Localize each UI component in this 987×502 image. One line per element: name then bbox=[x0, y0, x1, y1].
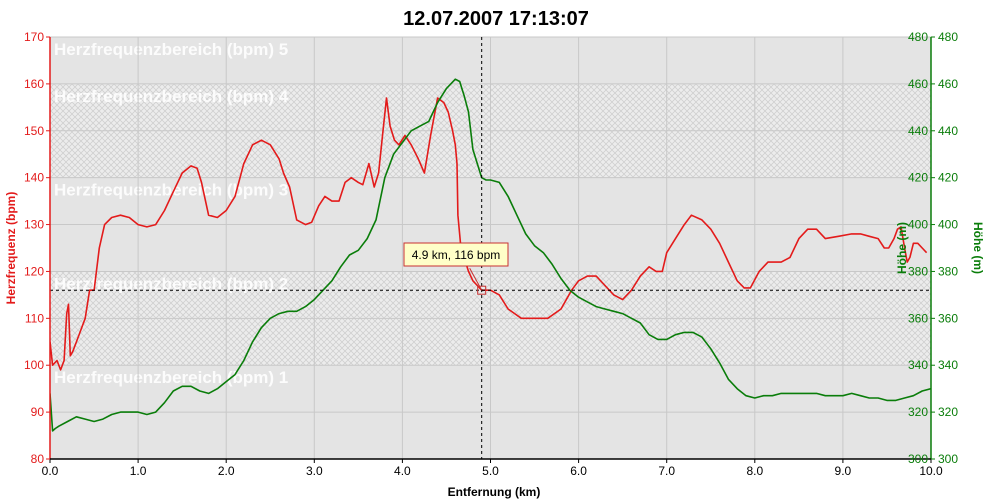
x-tick-label: 6.0 bbox=[570, 464, 587, 478]
y-right-tick-label-inner: 400 bbox=[908, 218, 928, 232]
y-right-tick-label-inner: 480 bbox=[908, 30, 928, 44]
tooltip: 4.9 km, 116 bpm bbox=[403, 242, 509, 267]
zone-label: Herzfrequenzbereich (bpm) 3 bbox=[54, 181, 288, 200]
x-axis-label: Entfernung (km) bbox=[448, 485, 541, 499]
y-left-tick-label: 110 bbox=[25, 311, 44, 325]
y-left-tick-label: 150 bbox=[24, 124, 44, 138]
y-right-tick-label-inner: 440 bbox=[908, 124, 928, 138]
y-right-tick-label-inner: 460 bbox=[908, 77, 928, 91]
altitude-line bbox=[50, 78, 931, 432]
y-right-tick-label-inner: 360 bbox=[908, 311, 928, 325]
zone-label: Herzfrequenzbereich (bpm) 5 bbox=[54, 40, 288, 59]
x-tick-label: 5.0 bbox=[482, 464, 499, 478]
x-tick-label: 7.0 bbox=[658, 464, 675, 478]
x-tick-label: 10.0 bbox=[919, 464, 943, 478]
x-tick-label: 3.0 bbox=[306, 464, 323, 478]
series-layer bbox=[50, 78, 931, 432]
y-left-tick-label: 90 bbox=[31, 405, 45, 419]
crosshair-marker bbox=[477, 285, 487, 295]
y-right-tick-label: 340 bbox=[938, 358, 958, 372]
x-tick-label: 0.0 bbox=[42, 464, 59, 478]
y-left-tick-label: 120 bbox=[24, 264, 44, 278]
chart-title: 12.07.2007 17:13:07 bbox=[403, 8, 589, 30]
y-right-tick-label-inner: 420 bbox=[908, 171, 928, 185]
y-left-tick-label: 170 bbox=[24, 30, 44, 44]
y-axis-right-label: Höhe (m) bbox=[971, 222, 985, 274]
y-left-tick-label: 160 bbox=[24, 77, 44, 91]
y-left-tick-label: 140 bbox=[24, 171, 44, 185]
x-tick-label: 1.0 bbox=[130, 464, 147, 478]
y-right-tick-label: 400 bbox=[938, 218, 958, 232]
y-right-tick-label: 320 bbox=[938, 405, 958, 419]
y-axis-right-label-inner: Höhe (m) bbox=[895, 222, 909, 274]
zone-label: Herzfrequenzbereich (bpm) 1 bbox=[54, 368, 288, 387]
y-left-tick-label: 80 bbox=[31, 452, 45, 466]
y-right-tick-label-inner: 340 bbox=[908, 358, 928, 372]
y-left-tick-label: 100 bbox=[24, 358, 44, 372]
y-right-tick-label: 460 bbox=[938, 77, 958, 91]
tooltip-box bbox=[403, 242, 509, 267]
x-tick-label: 4.0 bbox=[394, 464, 411, 478]
tooltip-text: 4.9 km, 116 bpm bbox=[412, 248, 501, 262]
y-right-tick-label: 360 bbox=[938, 311, 958, 325]
tooltip-pointer bbox=[469, 267, 483, 291]
y-right-tick-label-inner: 300 bbox=[908, 452, 928, 466]
zone-label: Herzfrequenzbereich (bpm) 2 bbox=[54, 274, 288, 293]
y-right-tick-label: 420 bbox=[938, 171, 958, 185]
x-tick-label: 2.0 bbox=[218, 464, 235, 478]
y-right-tick-label-inner: 320 bbox=[908, 405, 928, 419]
y-right-tick-label: 480 bbox=[938, 30, 958, 44]
y-axis-left-label: Herzfrequenz (bpm) bbox=[4, 192, 18, 305]
zone-label: Herzfrequenzbereich (bpm) 4 bbox=[54, 87, 289, 106]
y-right-tick-label: 300 bbox=[938, 452, 958, 466]
x-tick-label: 9.0 bbox=[835, 464, 852, 478]
axes-layer: 0.0 1.0 2.0 3.0 4.0 5.0 6.0 7.0 8.0 9.0 10.0 80 90 10… bbox=[24, 30, 958, 478]
y-right-tick-label: 440 bbox=[938, 124, 958, 138]
y-left-tick-label: 130 bbox=[24, 218, 44, 232]
y-right-tick-label-inner: 380 bbox=[908, 264, 928, 278]
x-tick-label: 8.0 bbox=[746, 464, 763, 478]
y-right-tick-label: 380 bbox=[938, 264, 958, 278]
heart-rate-line bbox=[50, 97, 928, 371]
